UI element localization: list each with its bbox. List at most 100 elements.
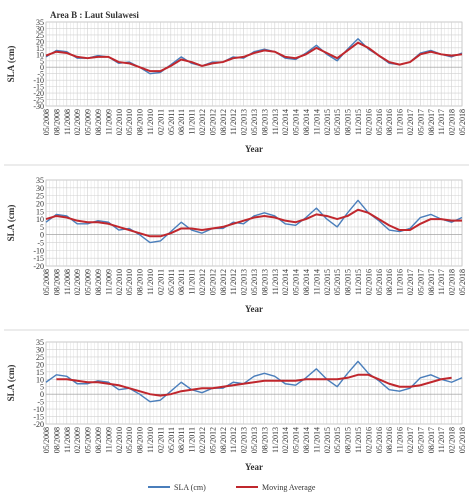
x-tick-label: 08/2014 [302,427,311,453]
y-tick-label: 0 [40,231,44,240]
x-tick-label: 02/2012 [198,427,207,453]
x-tick-label: 05/2010 [125,109,134,135]
y-tick-label: 35 [36,176,44,185]
x-tick-label: 02/2018 [448,269,457,295]
x-tick-label: 05/2017 [416,269,425,295]
x-tick-label: 05/2017 [416,427,425,453]
x-tick-label: 08/2014 [302,109,311,135]
chart-title: Area B : Laut Sulawesi [50,10,139,20]
x-tick-label: 08/2015 [344,427,353,453]
x-tick-label: 05/2018 [458,427,467,453]
x-tick-label: 02/2013 [240,109,249,135]
x-tick-label: 08/2016 [385,427,394,453]
y-tick-label: -15 [33,254,44,263]
y-tick-label: 15 [36,368,44,377]
x-tick-label: 02/2017 [406,427,415,453]
x-tick-label: 05/2016 [375,269,384,295]
y-tick-label: 10 [36,50,44,59]
x-tick-label: 08/2013 [260,109,269,135]
x-tick-label: 08/2009 [94,109,103,135]
y-tick-label: -20 [33,420,44,429]
x-tick-label: 05/2009 [84,109,93,135]
x-tick-label: 08/2009 [94,269,103,295]
y-tick-label: -5 [37,398,44,407]
x-tick-label: 05/2018 [458,269,467,295]
x-tick-label: 11/2017 [437,109,446,135]
y-tick-label: 30 [36,184,44,193]
x-tick-label: 11/2009 [104,427,113,453]
x-tick-label: 11/2012 [229,427,238,453]
x-tick-label: 05/2011 [167,109,176,135]
y-tick-label: 5 [40,57,44,66]
x-tick-label: 02/2018 [448,427,457,453]
x-tick-label: 11/2010 [146,427,155,453]
x-tick-label: 08/2008 [52,109,61,135]
x-tick-label: 02/2012 [198,269,207,295]
series-line [56,373,452,397]
x-tick-label: 08/2013 [260,427,269,453]
x-tick-label: 11/2012 [229,269,238,295]
y-tick-label: -30 [33,102,44,111]
x-tick-label: 05/2014 [292,269,301,295]
x-tick-label: 02/2010 [115,109,124,135]
x-tick-label: 11/2011 [188,427,197,453]
x-tick-label: 11/2014 [312,269,321,295]
x-tick-label: 05/2008 [42,427,51,453]
y-tick-label: 15 [36,207,44,216]
x-tick-label: 08/2013 [260,269,269,295]
y-tick-label: 35 [36,18,44,27]
series-line [45,208,462,238]
x-tick-label: 05/2009 [84,427,93,453]
x-tick-label: 11/2014 [312,109,321,135]
x-tick-label: 11/2009 [104,269,113,295]
x-tick-label: 11/2013 [271,269,280,295]
x-tick-label: 02/2016 [364,109,373,135]
x-tick-label: 08/2015 [344,109,353,135]
x-tick-label: 11/2015 [354,427,363,453]
x-tick-label: 05/2017 [416,109,425,135]
legend-label: SLA (cm) [174,483,206,492]
x-tick-label: 02/2011 [156,269,165,295]
x-tick-label: 05/2016 [375,427,384,453]
x-tick-label: 05/2010 [125,427,134,453]
x-tick-label: 11/2016 [396,109,405,135]
y-axis-label: SLA (cm) [6,205,16,242]
x-tick-label: 11/2010 [146,109,155,135]
x-tick-label: 11/2008 [63,269,72,295]
x-tick-label: 11/2013 [271,109,280,135]
x-tick-label: 02/2011 [156,109,165,135]
x-tick-label: 05/2013 [250,269,259,295]
x-tick-label: 08/2009 [94,427,103,453]
x-tick-label: 11/2008 [63,427,72,453]
x-tick-label: 05/2015 [333,109,342,135]
x-tick-label: 02/2015 [323,427,332,453]
x-tick-label: 05/2012 [208,427,217,453]
x-tick-label: 08/2008 [52,427,61,453]
x-tick-label: 05/2013 [250,109,259,135]
y-axis-label: SLA (cm) [6,46,16,83]
series-line [45,360,463,403]
x-tick-label: 05/2015 [333,427,342,453]
x-tick-label: 11/2010 [146,269,155,295]
x-tick-label: 05/2009 [84,269,93,295]
y-tick-label: 25 [36,353,44,362]
y-tick-label: 20 [36,37,44,46]
x-tick-label: 11/2015 [354,109,363,135]
x-tick-label: 02/2013 [240,427,249,453]
x-tick-label: 11/2017 [437,269,446,295]
x-tick-label: 11/2017 [437,427,446,453]
legend-label: Moving Average [262,483,316,492]
x-tick-label: 02/2016 [364,269,373,295]
x-tick-label: 08/2016 [385,269,394,295]
x-tick-label: 05/2008 [42,269,51,295]
x-tick-label: 02/2009 [73,269,82,295]
x-tick-label: 02/2015 [323,269,332,295]
x-tick-label: 11/2015 [354,269,363,295]
x-tick-label: 11/2011 [188,109,197,135]
y-tick-label: -25 [33,96,44,105]
x-tick-label: 05/2014 [292,427,301,453]
x-tick-label: 11/2014 [312,427,321,453]
x-tick-label: 02/2014 [281,269,290,295]
x-tick-label: 02/2014 [281,109,290,135]
x-tick-label: 08/2017 [427,109,436,135]
